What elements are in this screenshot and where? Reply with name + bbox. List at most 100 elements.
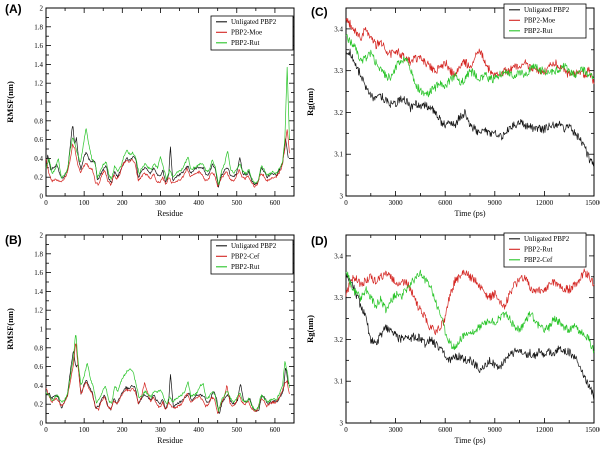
svg-text:1.2: 1.2 (34, 80, 43, 88)
series-line-pbp2-cef (345, 269, 595, 354)
svg-text:3.4: 3.4 (334, 25, 343, 33)
svg-text:12000: 12000 (536, 426, 554, 434)
x-axis-title: Residue (157, 209, 183, 218)
svg-text:1: 1 (40, 326, 44, 334)
svg-text:3.1: 3.1 (334, 378, 343, 386)
svg-text:1.2: 1.2 (34, 307, 43, 315)
y-axis-title: RMSF(nm) (5, 81, 15, 123)
legend-label: Unligated PBP2 (231, 18, 277, 26)
legend-label: Unligated PBP2 (231, 242, 277, 250)
legend-label: PBP2-Moe (231, 29, 262, 37)
panel-b-label: (B) (5, 233, 22, 247)
y-tick-labels: 0 0.2 0.4 0.6 0.8 1 1.2 1.4 1.6 1.8 2 (34, 232, 43, 428)
svg-text:300: 300 (155, 426, 166, 434)
svg-text:1.8: 1.8 (34, 23, 43, 31)
svg-text:0.6: 0.6 (34, 136, 43, 144)
svg-text:600: 600 (270, 199, 281, 207)
svg-text:0.8: 0.8 (34, 344, 43, 352)
svg-text:600: 600 (270, 426, 281, 434)
axis-ticks (45, 7, 295, 197)
y-tick-labels: 3 3.1 3.2 3.3 3.4 (334, 252, 343, 427)
x-axis-title: Time (ps) (454, 209, 485, 218)
svg-text:3: 3 (340, 193, 344, 201)
y-axis-title: RMSF(nm) (5, 308, 15, 350)
svg-text:300: 300 (155, 199, 166, 207)
svg-text:0.6: 0.6 (34, 363, 43, 371)
svg-text:1.6: 1.6 (34, 42, 43, 50)
svg-text:200: 200 (117, 199, 128, 207)
series-line-pbp2-cef (45, 343, 290, 414)
x-tick-labels: 0 3000 6000 9000 12000 15000 (344, 199, 600, 207)
panel-b: (B) 0 100 200 300 400 500 600 0 0.2 0.4 0.6 0.8 1 1.2… (0, 227, 300, 453)
panel-a: (A) 0 100 200 300 400 500 600 0 0.2 0.4 0.6 0.8 1 1.2… (0, 0, 300, 226)
legend-label: PBP2-Rut (231, 263, 259, 271)
series-line-pbp2-rut (345, 34, 595, 98)
panel-b-chart: 0 100 200 300 400 500 600 0 0.2 0.4 0.6 0.8 1 1.2 1.4 1… (5, 232, 295, 445)
axis-ticks (45, 234, 295, 424)
svg-text:6000: 6000 (438, 199, 453, 207)
panel-c-chart: 0 3000 6000 9000 12000 15000 3 3.1 3.2 3.3 3.4 Time… (305, 3, 600, 218)
panel-a-label: (A) (5, 2, 22, 16)
svg-text:3000: 3000 (389, 199, 404, 207)
panel-c-label: (C) (311, 5, 328, 19)
y-tick-labels: 0 0.2 0.4 0.6 0.8 1 1.2 1.4 1.6 1.8 2 (34, 5, 43, 201)
svg-text:0.2: 0.2 (34, 401, 43, 409)
svg-text:3.4: 3.4 (334, 252, 343, 260)
svg-text:15000: 15000 (585, 199, 600, 207)
legend: Unligated PBP2 PBP2-Cef PBP2-Rut (210, 239, 294, 275)
svg-text:12000: 12000 (536, 199, 554, 207)
svg-text:0: 0 (40, 420, 44, 428)
svg-text:1.4: 1.4 (34, 61, 43, 69)
x-axis-title: Time (ps) (454, 436, 485, 445)
panel-d-label: (D) (311, 234, 328, 248)
svg-text:2: 2 (40, 5, 44, 13)
svg-text:2: 2 (40, 232, 44, 240)
svg-text:500: 500 (232, 199, 243, 207)
svg-text:3.2: 3.2 (334, 109, 343, 117)
series-line-pbp2-moe (345, 17, 595, 85)
svg-text:6000: 6000 (438, 426, 453, 434)
svg-text:0: 0 (344, 199, 348, 207)
x-tick-labels: 0 3000 6000 9000 12000 15000 (344, 426, 600, 434)
svg-text:400: 400 (193, 426, 204, 434)
svg-text:500: 500 (232, 426, 243, 434)
legend-label: Unligated PBP2 (524, 6, 570, 14)
y-tick-labels: 3 3.1 3.2 3.3 3.4 (334, 25, 343, 200)
svg-text:1.6: 1.6 (34, 269, 43, 277)
panel-c: (C) 0 3000 6000 9000 12000 15000 3 3.1 3.2 3.3 3.4… (300, 0, 600, 226)
svg-text:15000: 15000 (585, 426, 600, 434)
svg-text:1: 1 (40, 99, 44, 107)
svg-text:0: 0 (44, 199, 48, 207)
x-axis-title: Residue (157, 436, 183, 445)
legend: Unligated PBP2 PBP2-Rut PBP2-Cef (503, 232, 587, 268)
panel-a-chart: 0 100 200 300 400 500 600 0 0.2 0.4 0.6 0.8 1 1.2 1.4 1… (5, 5, 295, 218)
svg-text:0.8: 0.8 (34, 117, 43, 125)
svg-text:3.2: 3.2 (334, 336, 343, 344)
legend: Unligated PBP2 PBP2-Moe PBP2-Rut (210, 15, 294, 51)
panel-d: (D) 0 3000 6000 9000 12000 15000 3 3.1 3.2 3.3 3.4… (300, 227, 600, 453)
svg-text:3.3: 3.3 (334, 67, 343, 75)
svg-text:9000: 9000 (488, 426, 503, 434)
x-tick-labels: 0 100 200 300 400 500 600 (44, 199, 280, 207)
svg-text:1.4: 1.4 (34, 288, 43, 296)
y-axis-title: Rg(nm) (305, 315, 315, 343)
legend: Unligated PBP2 PBP2-Moe PBP2-Rut (503, 3, 587, 39)
svg-text:200: 200 (117, 426, 128, 434)
y-axis-title: Rg(nm) (305, 88, 315, 116)
panel-d-chart: 0 3000 6000 9000 12000 15000 3 3.1 3.2 3.3 3.4 Time… (305, 232, 600, 445)
series-line-unligated-pbp2 (345, 274, 595, 402)
legend-label: PBP2-Moe (524, 17, 555, 25)
svg-text:0.2: 0.2 (34, 174, 43, 182)
svg-text:9000: 9000 (488, 199, 503, 207)
svg-text:0: 0 (40, 193, 44, 201)
legend-label: PBP2-Rut (524, 246, 552, 254)
legend-label: PBP2-Cef (524, 256, 553, 264)
series-line-unligated-pbp2 (345, 48, 595, 167)
series-line-pbp2-rut (345, 268, 595, 336)
svg-text:100: 100 (79, 199, 90, 207)
svg-text:1.8: 1.8 (34, 250, 43, 258)
svg-text:0: 0 (44, 426, 48, 434)
svg-text:3: 3 (340, 420, 344, 428)
svg-text:0.4: 0.4 (34, 155, 43, 163)
